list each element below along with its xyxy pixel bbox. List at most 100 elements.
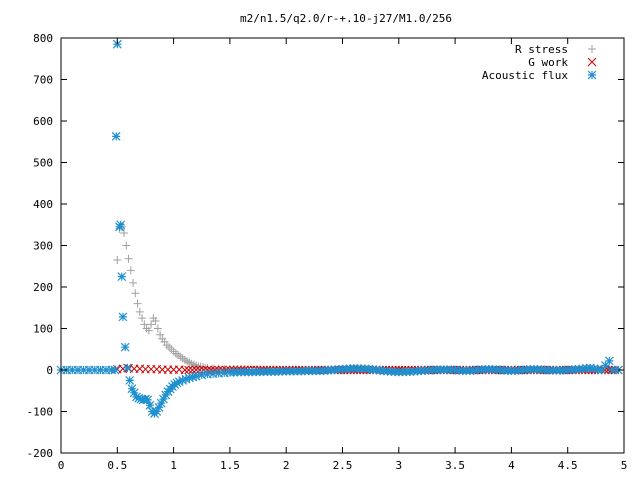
data-point <box>180 365 190 375</box>
data-point <box>115 222 124 232</box>
data-point <box>138 395 148 405</box>
y-tick-label: 600 <box>33 115 53 128</box>
data-point <box>153 324 162 333</box>
data-point <box>133 299 142 308</box>
data-point <box>90 365 100 375</box>
y-tick-label: 400 <box>33 198 53 211</box>
data-point <box>143 395 153 405</box>
x-tick-label: 1 <box>170 459 177 472</box>
data-point <box>208 369 218 379</box>
series-2 <box>56 39 623 418</box>
data-point <box>174 377 184 387</box>
data-point <box>117 272 127 282</box>
y-tick-label: 700 <box>33 74 53 87</box>
data-point <box>126 266 135 275</box>
data-point <box>191 371 201 381</box>
data-point <box>172 378 182 388</box>
y-tick-label: 500 <box>33 157 53 170</box>
data-point <box>171 349 180 358</box>
data-point <box>585 363 595 373</box>
data-point <box>176 352 185 361</box>
x-tick-label: 0.5 <box>107 459 127 472</box>
data-point <box>131 289 140 298</box>
y-tick-label: 200 <box>33 281 53 294</box>
data-point <box>79 365 88 375</box>
y-tick-label: -100 <box>27 406 54 419</box>
data-point <box>124 254 133 263</box>
data-point <box>161 390 171 400</box>
data-point <box>122 241 131 250</box>
legend-label: Acoustic flux <box>482 69 568 82</box>
legend-marker <box>588 45 596 53</box>
legend-label: R stress <box>515 43 568 56</box>
y-tick-label: 100 <box>33 323 53 336</box>
y-tick-label: 300 <box>33 240 53 253</box>
data-point <box>600 361 610 370</box>
data-point <box>181 374 191 384</box>
axes: 0 0.5 1 1.5 2 2.5 3 3.5 4 4.5 5 -200 -100 0 100 200 300 4… <box>27 32 628 472</box>
data-point <box>144 326 153 335</box>
x-tick-label: 3.5 <box>445 459 465 472</box>
y-tick-label: 0 <box>46 364 53 377</box>
data-point <box>95 365 105 375</box>
data-point <box>167 345 176 354</box>
data-point <box>141 394 150 404</box>
data-point <box>162 341 171 350</box>
data-point <box>178 375 188 385</box>
data-point <box>165 343 174 352</box>
data-point <box>132 392 141 402</box>
chart-title: m2/n1.5/q2.0/r-+.10-j27/M1.0/256 <box>240 12 452 25</box>
data-point <box>202 369 212 379</box>
data-point <box>118 312 128 322</box>
data-point <box>188 372 198 382</box>
x-tick-label: 3 <box>395 459 402 472</box>
data-point <box>127 384 137 394</box>
data-point <box>113 256 122 265</box>
data-point <box>608 365 618 375</box>
data-point <box>214 368 224 378</box>
data-point <box>135 307 144 316</box>
data-point <box>140 320 149 329</box>
data-point <box>159 394 168 404</box>
x-tick-label: 4.5 <box>558 459 578 472</box>
data-point <box>151 317 160 326</box>
x-tick-label: 2 <box>283 459 290 472</box>
data-point <box>84 365 94 375</box>
data-point <box>129 388 139 398</box>
plot-frame <box>60 37 625 454</box>
data-point <box>184 365 193 375</box>
chart-marks <box>56 39 623 418</box>
x-tick-label: 2.5 <box>333 459 353 472</box>
data-point <box>101 365 111 375</box>
data-point <box>184 373 194 383</box>
data-point <box>147 320 156 329</box>
data-point <box>219 368 229 378</box>
series-0 <box>57 222 623 374</box>
data-point <box>156 330 165 339</box>
x-tick-label: 4 <box>508 459 515 472</box>
legend-marker <box>587 70 597 80</box>
data-point <box>116 220 126 230</box>
y-tick-label: 800 <box>33 32 53 45</box>
legend-marker <box>587 57 597 67</box>
data-point <box>593 364 603 374</box>
data-point <box>188 365 197 375</box>
data-point <box>145 400 155 410</box>
data-point <box>197 370 207 380</box>
data-point <box>174 351 183 360</box>
data-point <box>111 131 121 141</box>
x-tick-label: 1.5 <box>220 459 240 472</box>
data-point <box>156 398 166 408</box>
data-point <box>138 314 147 323</box>
data-point <box>120 229 129 238</box>
data-point <box>169 347 178 356</box>
data-point <box>112 39 122 49</box>
x-tick-label: 0 <box>58 459 65 472</box>
legend-label: G work <box>528 56 568 69</box>
data-point <box>134 393 144 403</box>
y-tick-label: -200 <box>27 447 54 460</box>
data-point <box>73 365 83 375</box>
data-point <box>142 324 151 333</box>
